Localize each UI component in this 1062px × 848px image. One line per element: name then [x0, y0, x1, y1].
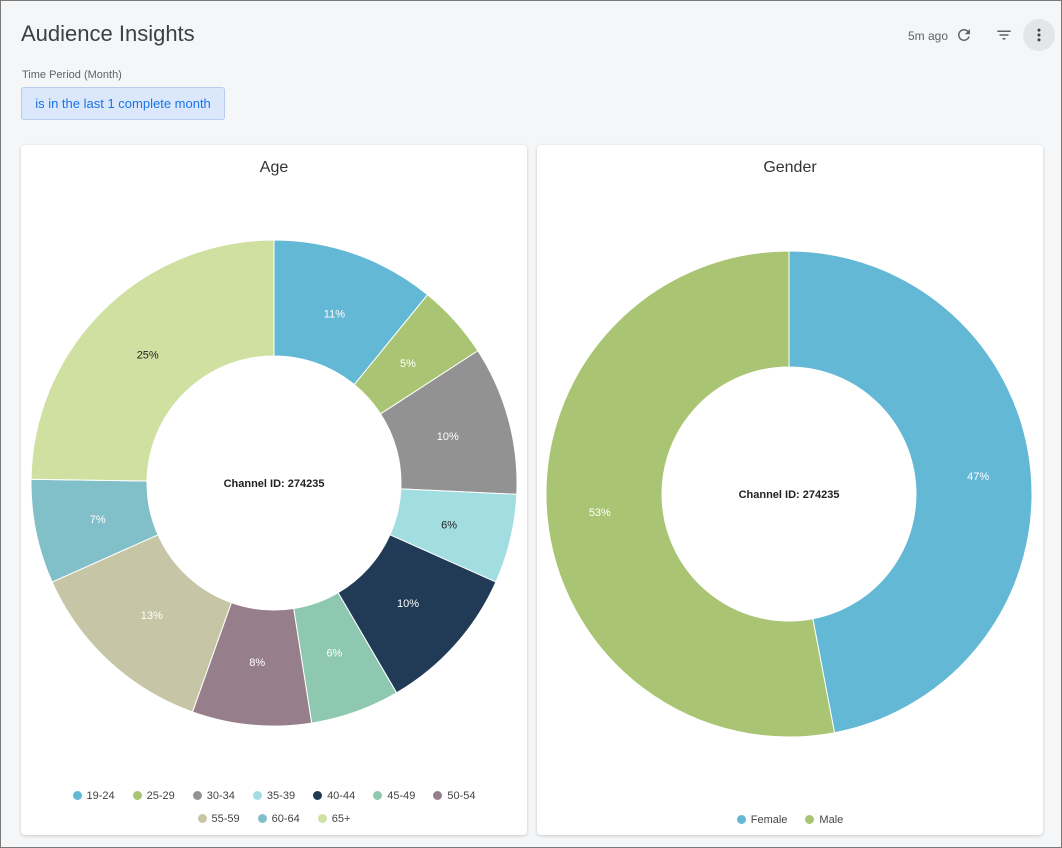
slice-female[interactable] — [788, 250, 1033, 734]
slice-label-40-44: 10% — [397, 598, 419, 610]
dashboard-header: Audience Insights 5m ago — [1, 1, 1061, 67]
legend-swatch — [433, 791, 443, 800]
slice-55-59[interactable] — [51, 534, 233, 713]
age-chart-title: Age — [259, 159, 289, 176]
donut-center-label: Channel ID: 274235 — [739, 489, 840, 501]
legend-item-45-49[interactable]: 45-49 — [373, 790, 415, 802]
legend-item-30-34[interactable]: 30-34 — [192, 789, 235, 802]
page-title: Audience Insights — [21, 21, 195, 46]
legend-label: 30-34 — [206, 789, 235, 802]
slice-label-25-29: 5% — [400, 358, 416, 370]
legend-label: 19-24 — [86, 789, 115, 802]
legend-swatch — [192, 791, 202, 800]
age-donut-chart: 11% 5% 10% 6% 10% 6% 8% 13% 7% 25% Channel ID: 274… — [30, 239, 518, 727]
legend-row: 55-59 60-64 65+ — [21, 807, 527, 830]
gender-chart-legend: Female Male — [537, 808, 1043, 831]
legend-item-male[interactable]: Male — [805, 814, 843, 826]
legend-label: Female — [750, 813, 788, 826]
gender-donut-chart: 47% 53% Channel ID: 274235 — [545, 250, 1033, 738]
more-vert-icon — [1037, 28, 1041, 42]
slice-male[interactable] — [545, 250, 836, 738]
legend-row: 19-24 25-29 30-34 35-39 40-44 45-49 50-54 — [21, 784, 527, 807]
time-period-filter-label: Time Period (Month) — [22, 69, 122, 81]
legend-swatch — [736, 815, 746, 824]
time-period-filter-chip[interactable]: is in the last 1 complete month — [21, 87, 225, 120]
age-chart-legend: 19-24 25-29 30-34 35-39 40-44 45-49 50-54 55-59… — [21, 784, 527, 830]
slice-65[interactable] — [30, 239, 275, 482]
slice-label-65: 25% — [137, 350, 159, 362]
legend-item-female[interactable]: Female — [736, 813, 788, 826]
legend-label: 35-39 — [266, 789, 296, 802]
legend-item-60-64[interactable]: 60-64 — [257, 812, 300, 825]
legend-label: 45-49 — [387, 789, 416, 802]
legend-swatch — [313, 791, 323, 800]
legend-label: Male — [819, 813, 844, 826]
slice-label-male: 53% — [589, 507, 611, 519]
legend-item-50-54[interactable]: 50-54 — [433, 790, 475, 802]
more-options-button[interactable] — [1023, 19, 1055, 51]
refresh-icon — [957, 28, 970, 41]
legend-item-40-44[interactable]: 40-44 — [313, 790, 355, 802]
gender-chart-title: Gender — [763, 159, 817, 176]
gender-chart-card: Gender 47% 53% Channel ID: 274235 Female Ma… — [537, 145, 1043, 835]
legend-swatch — [197, 814, 207, 823]
slice-label-35-39: 6% — [441, 520, 457, 532]
legend-label: 60-64 — [271, 812, 300, 825]
legend-label: 40-44 — [327, 789, 356, 802]
legend-swatch — [257, 814, 267, 823]
slice-label-30-34: 10% — [437, 431, 459, 443]
age-chart-card: Age 11% 5% 10% 6% 10% 6% 8% 13% 7% 25% Channel ID:… — [21, 145, 527, 835]
slice-label-19-24: 11% — [324, 308, 345, 320]
legend-item-25-29[interactable]: 25-29 — [132, 789, 175, 802]
legend-label: 55-59 — [211, 812, 240, 825]
slice-label-female: 47% — [967, 471, 989, 483]
legend-row: Female Male — [537, 808, 1043, 831]
legend-item-35-39[interactable]: 35-39 — [252, 789, 296, 802]
legend-item-65[interactable]: 65+ — [317, 812, 351, 825]
legend-label: 50-54 — [447, 789, 476, 802]
slice-label-55-59: 13% — [141, 610, 163, 622]
legend-item-55-59[interactable]: 55-59 — [197, 812, 240, 825]
filter-button[interactable] — [988, 19, 1020, 51]
last-updated-text: 5m ago — [908, 29, 949, 43]
filter-icon — [997, 30, 1011, 40]
donut-center-label: Channel ID: 274235 — [224, 478, 325, 490]
legend-swatch — [805, 815, 815, 824]
slice-label-60-64: 7% — [90, 514, 106, 526]
legend-swatch — [252, 791, 262, 800]
legend-label: 25-29 — [146, 789, 175, 802]
legend-label: 65+ — [331, 812, 351, 825]
refresh-button[interactable] — [948, 19, 980, 51]
legend-swatch — [373, 791, 383, 800]
legend-item-19-24[interactable]: 19-24 — [72, 789, 115, 802]
legend-swatch — [132, 791, 142, 800]
legend-swatch — [72, 791, 82, 800]
slice-label-45-49: 6% — [326, 648, 342, 660]
slice-label-50-54: 8% — [249, 657, 265, 669]
legend-swatch — [317, 814, 327, 823]
